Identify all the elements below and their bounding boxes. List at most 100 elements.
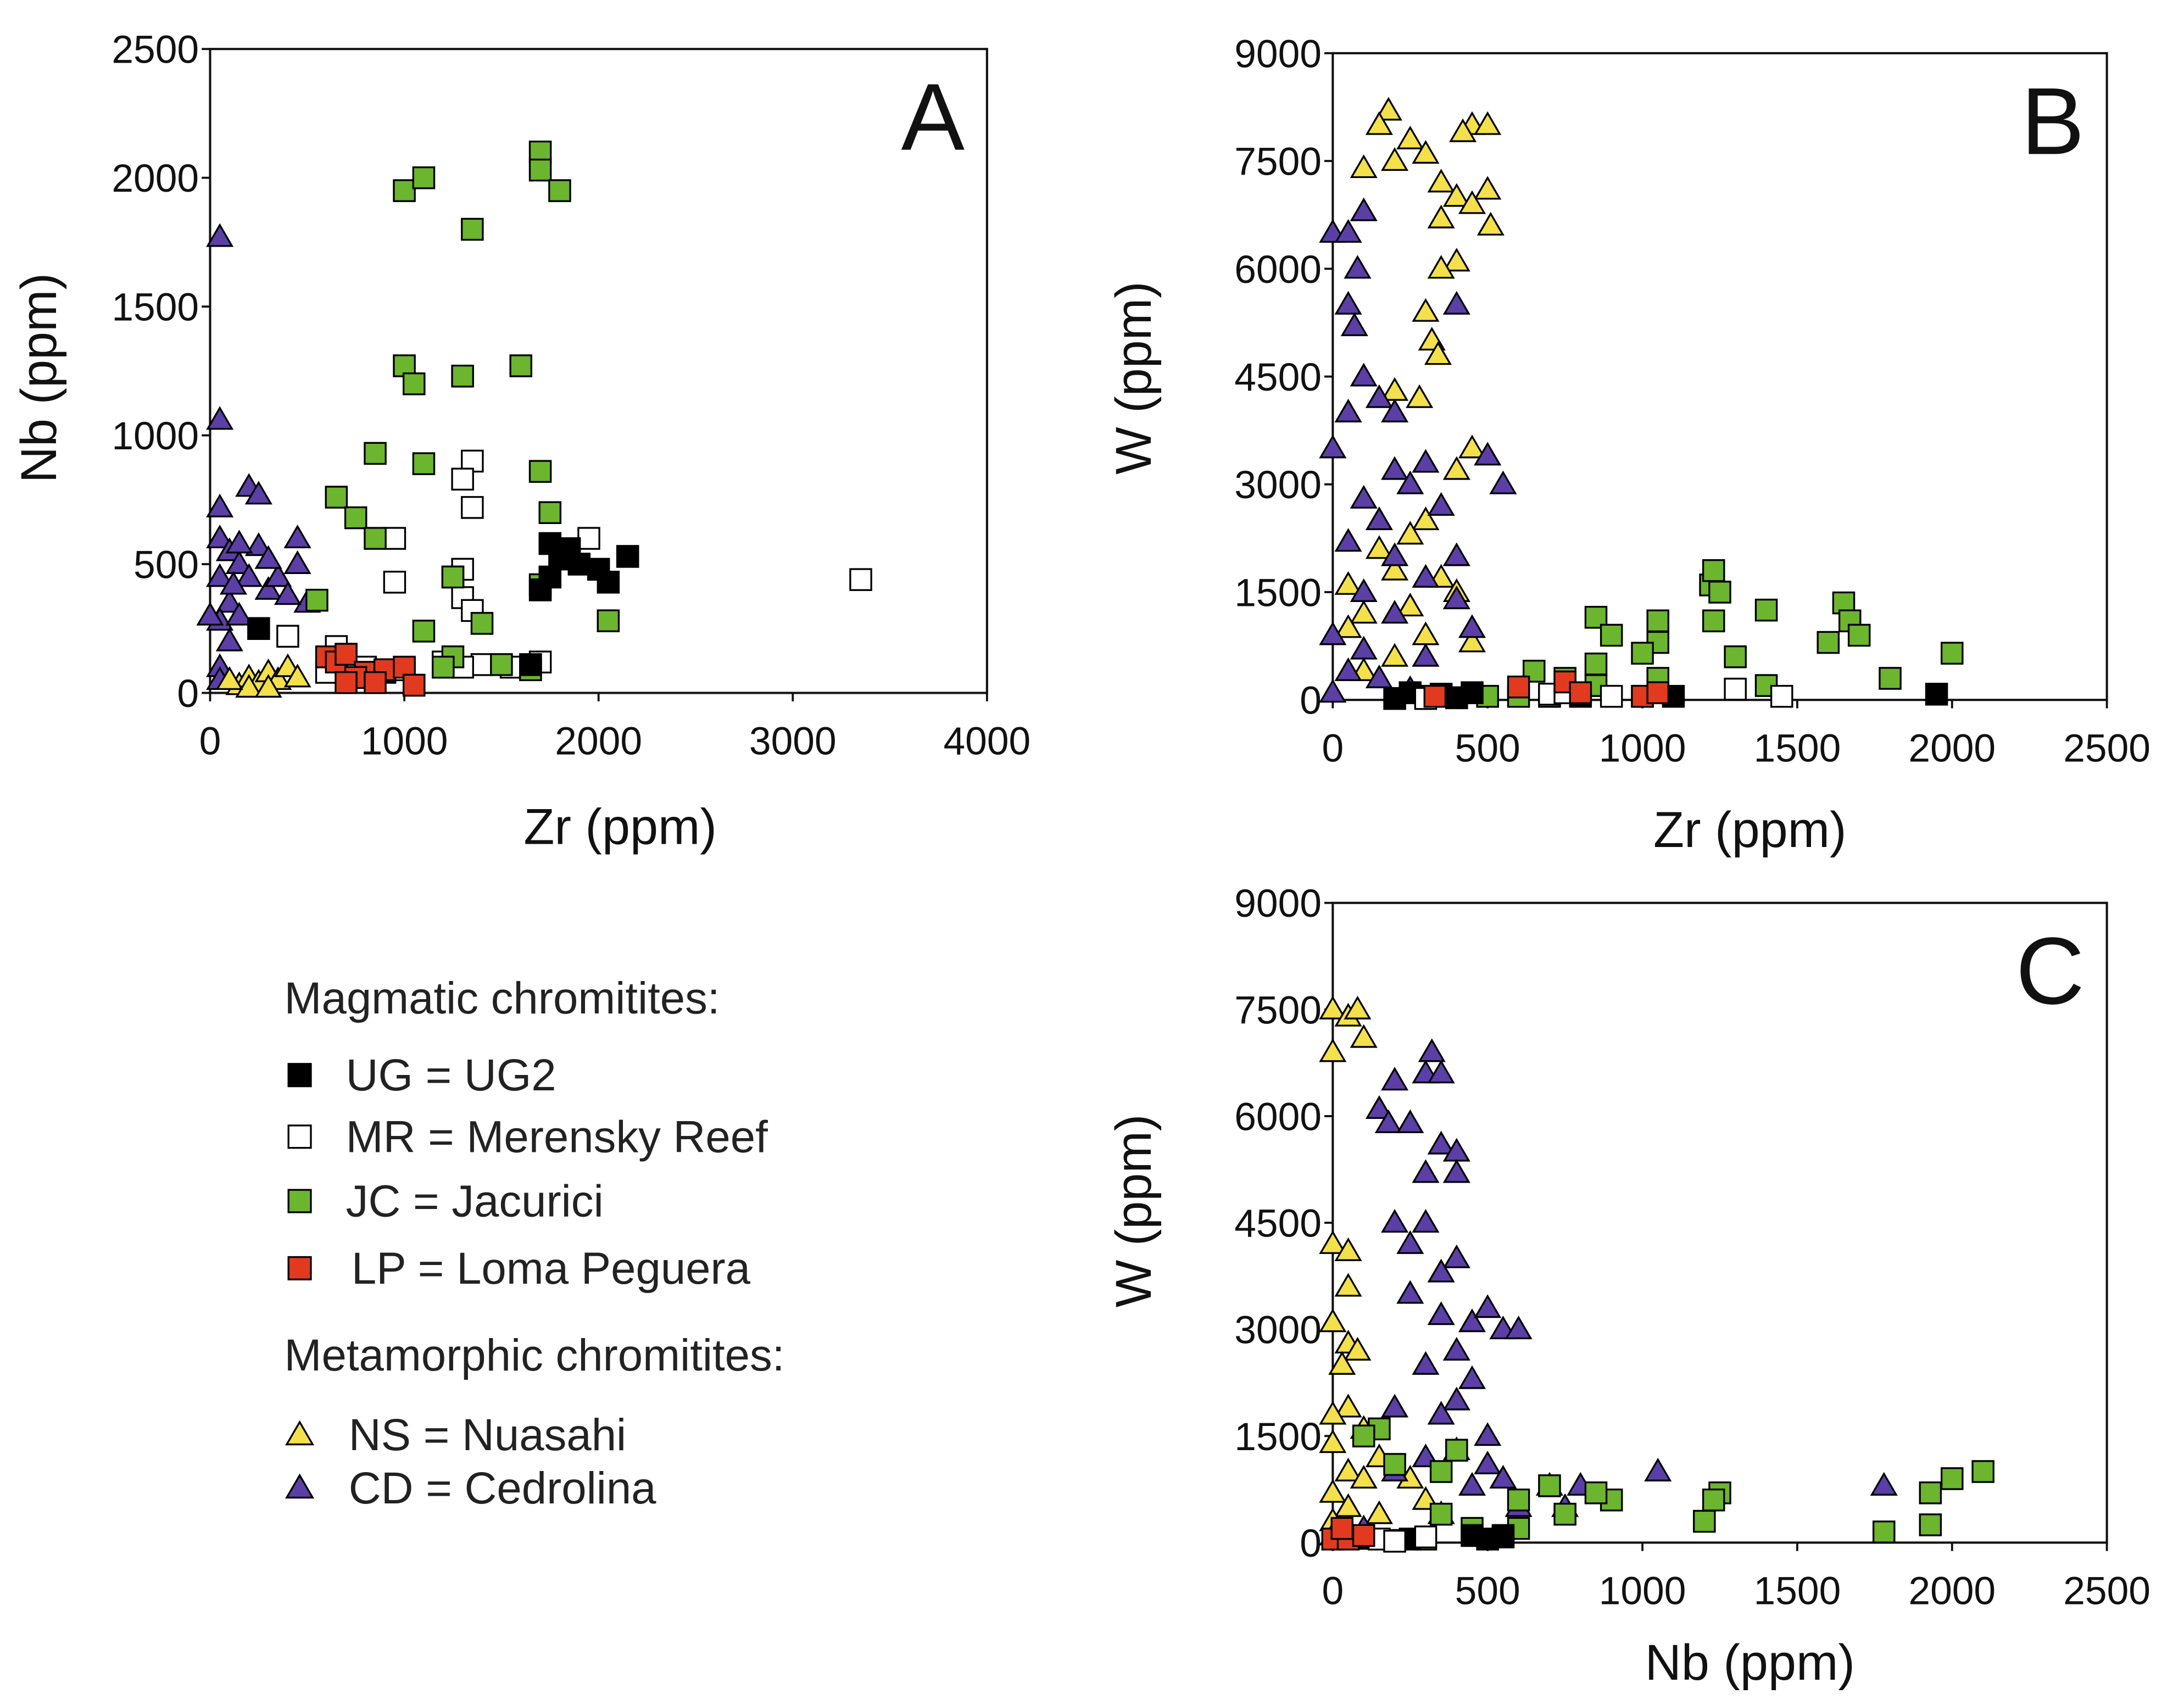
point-jc: [1507, 1488, 1530, 1512]
point-jc: [441, 565, 465, 589]
point-lp: [1646, 681, 1670, 704]
y-tick-label: 1000: [112, 414, 199, 458]
point-lp: [1569, 681, 1592, 704]
y-tick-label: 0: [1300, 679, 1322, 723]
point-mr: [276, 625, 299, 648]
point-ug: [616, 545, 639, 568]
legend: Magmatic chromitites: UG = UG2 MR = Mere…: [285, 973, 785, 1513]
point-cd: [1412, 1351, 1440, 1375]
point-jc: [412, 620, 436, 643]
point-cd: [1412, 1159, 1440, 1183]
point-cd: [1334, 528, 1362, 552]
point-jc: [1872, 1520, 1896, 1544]
y-tick-label: 2500: [112, 28, 199, 72]
point-cd: [206, 525, 234, 549]
y-axis-label: W (ppm): [1106, 1115, 1162, 1308]
x-tick-label: 1500: [1754, 1569, 1841, 1613]
y-tick-label: 1500: [1234, 1415, 1322, 1459]
y-tick-label: 2000: [112, 157, 199, 200]
point-jc: [1584, 653, 1608, 676]
x-tick-label: 0: [199, 720, 221, 764]
point-cd: [206, 563, 234, 587]
point-cd: [1381, 1394, 1409, 1418]
point-jc: [1702, 609, 1725, 633]
point-jc: [1352, 1424, 1375, 1448]
point-cd: [1365, 384, 1393, 408]
point-jc: [1693, 1509, 1716, 1533]
point-jc: [490, 653, 513, 676]
point-ns: [1427, 169, 1455, 193]
point-cd: [1474, 1422, 1502, 1446]
point-ug: [558, 537, 581, 560]
point-jc: [1646, 609, 1670, 633]
point-ns: [1458, 190, 1486, 214]
point-cd: [1870, 1472, 1898, 1496]
point-ug: [519, 653, 542, 676]
point-ns: [1381, 643, 1409, 667]
y-tick-label: 6000: [1234, 1095, 1322, 1139]
point-cd: [1319, 621, 1347, 645]
point-cd: [1489, 470, 1517, 494]
point-ns: [1396, 593, 1424, 617]
point-ns: [1328, 1351, 1356, 1375]
point-cd: [1396, 470, 1424, 494]
point-ns: [1319, 1230, 1347, 1254]
point-jc: [1754, 598, 1778, 622]
panel-letter: C: [2016, 917, 2085, 1024]
y-tick-label: 9000: [1234, 32, 1322, 76]
x-tick-label: 3000: [749, 720, 837, 764]
plot-frame: [1331, 52, 2108, 701]
plot-frame: [209, 48, 988, 694]
point-jc: [1429, 1460, 1453, 1483]
point-cd: [1442, 291, 1470, 315]
point-jc: [1724, 645, 1747, 668]
point-jc: [1600, 623, 1623, 647]
point-ns: [1474, 176, 1502, 200]
panel-letter: B: [2021, 68, 2085, 174]
scatter-plot-c: 0 500 1000 1500 2000 2500 0 1500 3000 4500 6000 750…: [1106, 882, 2150, 1691]
point-ug: [1383, 687, 1406, 710]
point-ns: [1334, 1273, 1362, 1297]
point-ns: [1412, 298, 1440, 322]
y-tick-label: 9000: [1234, 882, 1322, 926]
point-jc: [1429, 1502, 1453, 1526]
x-axis-label: Zr (ppm): [1653, 802, 1847, 858]
point-cd: [1350, 363, 1378, 387]
point-ns: [1449, 118, 1477, 142]
x-tick-label: 1000: [1599, 1569, 1686, 1613]
point-cd: [264, 563, 292, 587]
point-cd: [1458, 1308, 1486, 1333]
point-cd: [1365, 664, 1393, 688]
point-cd: [1412, 449, 1440, 473]
point-jc: [412, 166, 436, 190]
plot-frame: [1331, 901, 2108, 1544]
point-cd: [225, 530, 253, 554]
point-jc: [1584, 1481, 1608, 1505]
point-cd: [1458, 1472, 1486, 1496]
legend-label-cd: CD = Cedrolina: [349, 1463, 656, 1513]
point-ug: [1491, 1525, 1515, 1548]
point-cd: [1350, 578, 1378, 602]
point-cd: [225, 601, 253, 626]
point-ns: [1319, 1479, 1347, 1503]
point-ns: [1442, 183, 1470, 207]
point-cd: [1381, 456, 1409, 480]
point-ns: [1406, 384, 1434, 408]
point-mr: [470, 653, 494, 676]
point-jc: [1383, 1453, 1406, 1476]
point-lp: [335, 671, 358, 694]
y-axis-label: W (ppm): [1106, 281, 1162, 475]
point-cd: [1644, 1457, 1672, 1481]
point-cd: [254, 576, 282, 600]
point-ns: [1334, 1457, 1362, 1481]
point-jc: [1631, 642, 1654, 665]
point-lp: [1330, 1517, 1354, 1540]
point-jc: [305, 588, 328, 612]
point-cd: [244, 532, 272, 556]
point-cd: [1427, 1301, 1455, 1325]
point-ug: [1925, 682, 1948, 706]
point-ns: [1412, 621, 1440, 645]
point-cd: [1442, 585, 1470, 610]
point-cd: [1418, 1038, 1446, 1062]
